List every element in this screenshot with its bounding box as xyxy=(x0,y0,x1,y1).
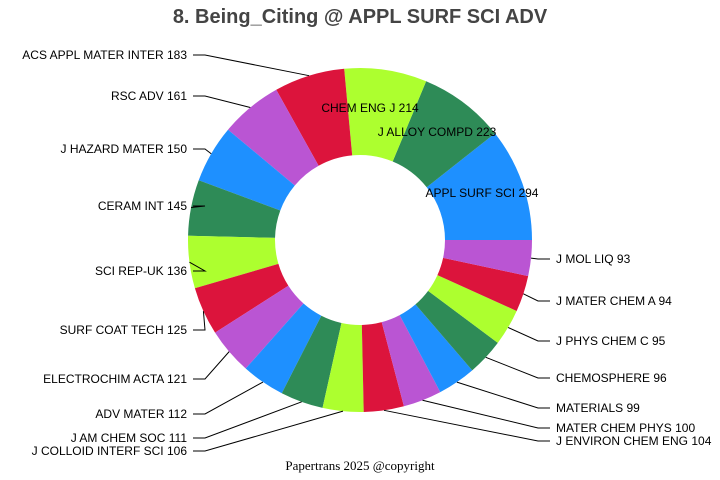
leader-line xyxy=(193,410,344,452)
slice-ceram-int xyxy=(188,180,281,238)
slice-j-hazard-mater xyxy=(198,129,295,211)
slice-label: RSC ADV 161 xyxy=(111,89,187,103)
leader-line xyxy=(189,261,207,272)
slice-label: J HAZARD MATER 150 xyxy=(61,142,188,156)
leader-line xyxy=(456,381,550,409)
leader-line xyxy=(193,148,212,155)
slice-electrochim-acta xyxy=(215,285,304,369)
slice-j-colloid-interf-sci xyxy=(322,322,364,412)
leader-line xyxy=(485,356,550,379)
leader-line xyxy=(193,401,302,439)
slice-adv-mater xyxy=(245,303,322,394)
leader-line xyxy=(383,409,550,442)
slice-appl-surf-sci xyxy=(426,133,532,240)
slice-label: ELECTROCHIM ACTA 121 xyxy=(43,372,187,386)
chart-title: 8. Being_Citing @ APPL SURF SCI ADV xyxy=(172,6,548,28)
slice-j-mol-liq xyxy=(443,240,532,277)
leader-line xyxy=(191,205,206,209)
slice-j-phys-chem-c xyxy=(428,275,517,343)
slice-surf-coat-tech xyxy=(194,263,289,333)
leader-line xyxy=(507,327,550,342)
slice-label: SURF COAT TECH 125 xyxy=(60,323,188,337)
slice-j-environ-chem-eng xyxy=(361,322,404,412)
slice-label: CERAM INT 145 xyxy=(98,199,187,213)
slice-label: J MATER CHEM A 94 xyxy=(556,294,672,308)
slice-label: ACS APPL MATER INTER 183 xyxy=(22,48,187,62)
slice-label: ADV MATER 112 xyxy=(95,407,187,421)
slice-mater-chem-phys xyxy=(381,315,441,407)
slice-label: J ALLOY COMPD 223 xyxy=(378,125,497,139)
slice-label: J AM CHEM SOC 111 xyxy=(71,431,188,445)
leader-line xyxy=(193,351,230,380)
copyright-footer: Papertrans 2025 @copyright xyxy=(285,458,435,473)
slice-sci-rep-uk xyxy=(188,235,279,289)
slice-label: CHEMOSPHERE 96 xyxy=(556,371,667,385)
slice-label: J COLLOID INTERF SCI 106 xyxy=(32,444,188,458)
leader-line xyxy=(523,293,550,302)
leader-line xyxy=(530,257,550,260)
slice-label: SCI REP-UK 136 xyxy=(95,264,187,278)
leader-line xyxy=(193,95,251,109)
slice-label: J ENVIRON CHEM ENG 104 xyxy=(556,434,712,448)
slice-label: J MOL LIQ 93 xyxy=(556,252,631,266)
slice-j-alloy-compd xyxy=(392,81,495,188)
slice-chemosphere xyxy=(415,290,498,371)
slice-label: APPL SURF SCI 294 xyxy=(426,186,539,200)
slice-j-mater-chem-a xyxy=(437,257,529,311)
leader-line xyxy=(422,399,550,429)
slice-label: J PHYS CHEM C 95 xyxy=(556,334,666,348)
slice-materials xyxy=(399,304,473,393)
leader-line xyxy=(193,54,310,77)
leader-line xyxy=(193,311,206,331)
slice-label: MATERIALS 99 xyxy=(556,401,640,415)
slice-acs-appl-mater-inter xyxy=(276,68,353,166)
slice-j-am-chem-soc xyxy=(281,315,342,408)
slice-label: MATER CHEM PHYS 100 xyxy=(556,421,695,435)
slice-label: CHEM ENG J 214 xyxy=(321,101,419,115)
slice-chem-eng-j xyxy=(344,67,427,162)
slice-rsc-adv xyxy=(228,89,319,186)
leader-line xyxy=(193,381,264,415)
